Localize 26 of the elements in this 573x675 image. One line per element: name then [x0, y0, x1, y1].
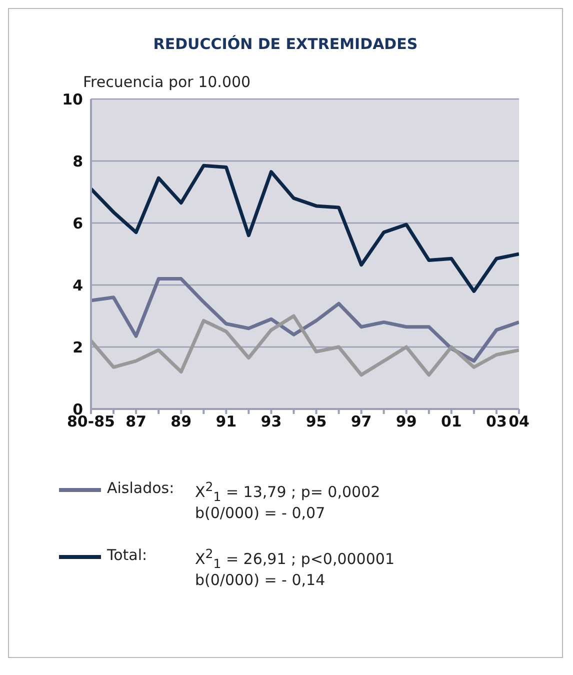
x-tick-label: 04 — [508, 412, 530, 431]
x-tick-label: 93 — [260, 412, 282, 431]
text: X$^{2}$$_{1}$ = 13,79 ; p= 0,0002 — [195, 479, 380, 504]
legend-label: Total: — [107, 546, 148, 564]
text: b(0/000) = - 0,07 — [195, 504, 326, 522]
y-tick-label: 8 — [72, 152, 83, 170]
line-series — [91, 277, 519, 363]
x-tick-label: 01 — [440, 412, 462, 431]
x-tick-label: 91 — [216, 412, 237, 431]
line-series — [91, 314, 519, 377]
y-tick-label: 2 — [72, 338, 83, 356]
text: X$^{2}$$_{1}$ = 26,91 ; p<0,000001 — [195, 546, 394, 571]
x-tick-label: 95 — [306, 412, 327, 431]
x-tick-label: 99 — [396, 412, 417, 431]
legend-label: Aislados: — [107, 479, 176, 497]
x-tick-label: 03 — [486, 412, 507, 431]
y-tick-label: 6 — [72, 214, 83, 232]
x-tick-label: 89 — [170, 412, 192, 431]
x-tick-label: 97 — [350, 412, 372, 431]
y-tick-label: 10 — [62, 90, 83, 108]
y-tick-label: 4 — [72, 276, 83, 294]
x-tick-label: 87 — [126, 412, 146, 431]
line-series — [91, 164, 519, 293]
text: b(0/000) = - 0,14 — [195, 571, 326, 589]
chart-title: REDUCCIÓN DE EXTREMIDADES — [152, 35, 419, 53]
y-axis-title: Frecuencia por 10.000 — [83, 73, 252, 91]
